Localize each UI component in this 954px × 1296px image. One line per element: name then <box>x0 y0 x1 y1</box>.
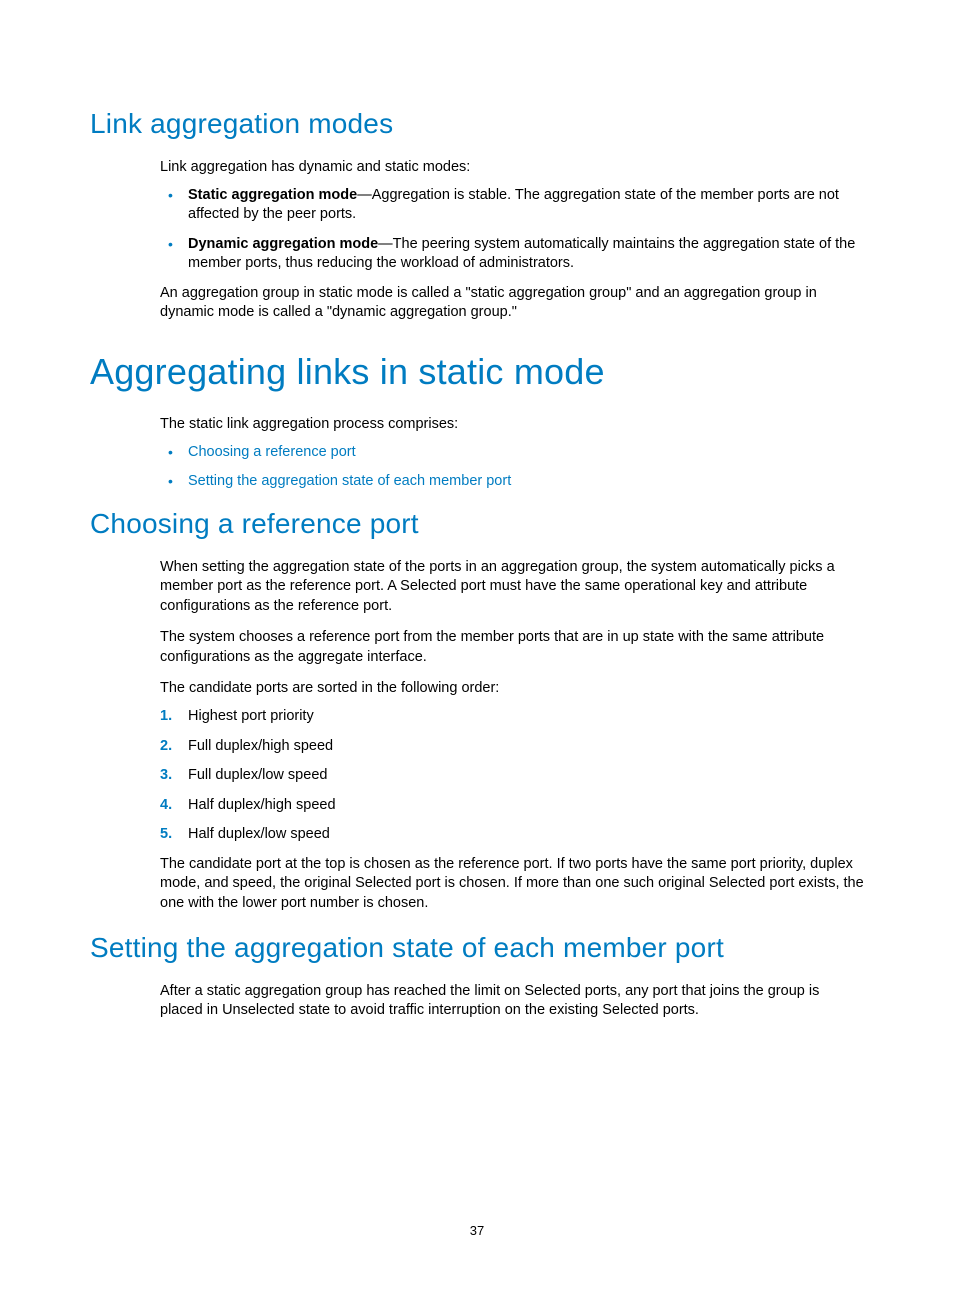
bullet-list: Choosing a reference port Setting the ag… <box>160 443 864 492</box>
list-item: Static aggregation mode—Aggregation is s… <box>160 186 864 225</box>
ordered-list: Highest port priority Full duplex/high s… <box>160 707 864 845</box>
xref-link[interactable]: Choosing a reference port <box>188 444 356 460</box>
paragraph: The candidate port at the top is chosen … <box>160 855 864 914</box>
list-item: Full duplex/high speed <box>160 737 864 757</box>
page-container: Link aggregation modes Link aggregation … <box>0 0 954 1296</box>
paragraph: The candidate ports are sorted in the fo… <box>160 679 864 699</box>
list-item: Choosing a reference port <box>160 443 864 463</box>
intro-text: Link aggregation has dynamic and static … <box>160 158 864 178</box>
list-item: Half duplex/high speed <box>160 796 864 816</box>
list-item: Highest port priority <box>160 707 864 727</box>
section-body: Link aggregation has dynamic and static … <box>160 158 864 323</box>
paragraph: When setting the aggregation state of th… <box>160 558 864 617</box>
section-body: When setting the aggregation state of th… <box>160 558 864 914</box>
paragraph: The system chooses a reference port from… <box>160 628 864 667</box>
list-item: Half duplex/low speed <box>160 825 864 845</box>
heading-choosing-reference-port: Choosing a reference port <box>90 508 864 540</box>
heading-aggregating-links-static: Aggregating links in static mode <box>90 351 864 393</box>
section-body: After a static aggregation group has rea… <box>160 982 864 1021</box>
section-body: The static link aggregation process comp… <box>160 415 864 492</box>
term: Static aggregation mode <box>188 187 357 203</box>
bullet-list: Static aggregation mode—Aggregation is s… <box>160 186 864 274</box>
list-item: Full duplex/low speed <box>160 766 864 786</box>
heading-link-aggregation-modes: Link aggregation modes <box>90 108 864 140</box>
intro-text: The static link aggregation process comp… <box>160 415 864 435</box>
page-number: 37 <box>0 1223 954 1238</box>
paragraph: An aggregation group in static mode is c… <box>160 284 864 323</box>
paragraph: After a static aggregation group has rea… <box>160 982 864 1021</box>
xref-link[interactable]: Setting the aggregation state of each me… <box>188 473 511 489</box>
term: Dynamic aggregation mode <box>188 236 378 252</box>
list-item: Setting the aggregation state of each me… <box>160 472 864 492</box>
list-item: Dynamic aggregation mode—The peering sys… <box>160 235 864 274</box>
heading-setting-aggregation-state: Setting the aggregation state of each me… <box>90 932 864 964</box>
